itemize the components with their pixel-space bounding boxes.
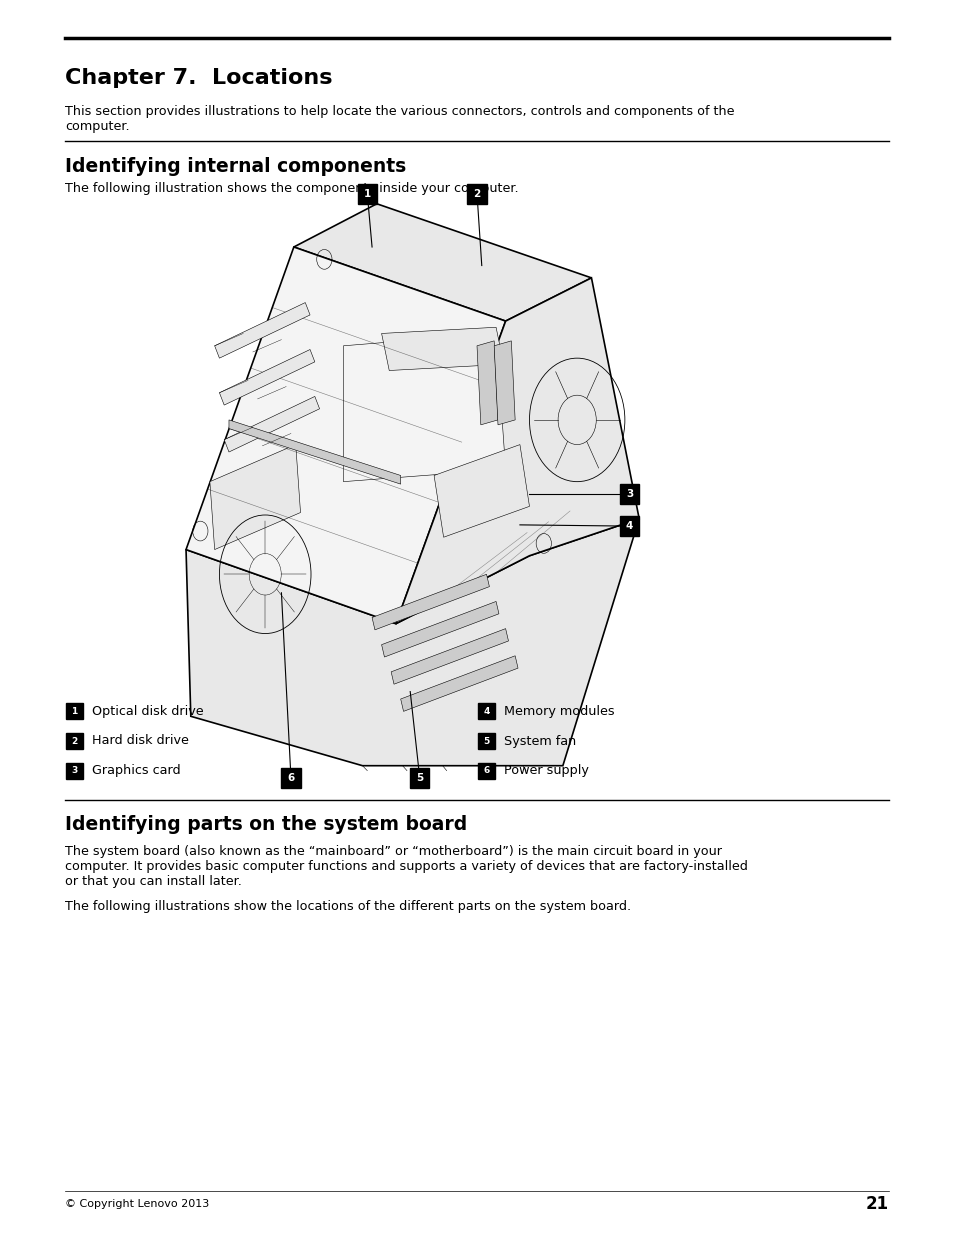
Polygon shape	[391, 629, 508, 684]
Polygon shape	[395, 278, 639, 624]
Polygon shape	[381, 601, 498, 657]
Text: © Copyright Lenovo 2013: © Copyright Lenovo 2013	[65, 1199, 209, 1209]
Text: Chapter 7.  Locations: Chapter 7. Locations	[65, 68, 332, 88]
Text: Optical disk drive: Optical disk drive	[91, 705, 204, 718]
Text: Power supply: Power supply	[503, 764, 588, 777]
Text: 5: 5	[483, 736, 489, 746]
Text: Graphics card: Graphics card	[91, 764, 180, 777]
Polygon shape	[214, 303, 310, 358]
Polygon shape	[219, 350, 314, 405]
Text: 4: 4	[483, 706, 489, 716]
Text: The system board (also known as the “mainboard” or “motherboard”) is the main ci: The system board (also known as the “mai…	[65, 845, 747, 888]
Text: 1: 1	[363, 189, 371, 199]
Bar	[478, 732, 495, 748]
Text: Identifying parts on the system board: Identifying parts on the system board	[65, 815, 467, 834]
Polygon shape	[210, 445, 300, 550]
Text: 6: 6	[287, 773, 294, 783]
Bar	[67, 704, 83, 719]
Text: 3: 3	[625, 489, 633, 499]
Bar	[357, 184, 376, 204]
Bar	[410, 768, 429, 788]
Polygon shape	[372, 574, 489, 630]
Text: 3: 3	[71, 766, 77, 776]
Bar	[619, 516, 639, 536]
Polygon shape	[400, 656, 517, 711]
Polygon shape	[494, 341, 515, 425]
Polygon shape	[229, 420, 400, 484]
Text: 5: 5	[416, 773, 423, 783]
Bar	[478, 704, 495, 719]
Polygon shape	[294, 204, 591, 321]
Text: Identifying internal components: Identifying internal components	[65, 157, 406, 175]
Bar	[281, 768, 300, 788]
Polygon shape	[476, 341, 497, 425]
Polygon shape	[434, 445, 529, 537]
Polygon shape	[186, 247, 505, 624]
Polygon shape	[224, 396, 319, 452]
Bar	[478, 763, 495, 779]
Polygon shape	[186, 519, 639, 766]
Text: Hard disk drive: Hard disk drive	[91, 735, 189, 747]
Text: 2: 2	[71, 736, 77, 746]
Text: System fan: System fan	[503, 735, 576, 747]
Text: Memory modules: Memory modules	[503, 705, 614, 718]
Bar	[67, 763, 83, 779]
Text: The following illustration shows the components inside your computer.: The following illustration shows the com…	[65, 182, 517, 195]
Text: The following illustrations show the locations of the different parts on the sys: The following illustrations show the loc…	[65, 900, 630, 914]
Text: 1: 1	[71, 706, 77, 716]
Text: 6: 6	[483, 766, 489, 776]
Text: 4: 4	[625, 521, 633, 531]
Text: 21: 21	[865, 1195, 888, 1213]
Polygon shape	[343, 333, 505, 482]
Text: This section provides illustrations to help locate the various connectors, contr: This section provides illustrations to h…	[65, 105, 734, 133]
Bar	[67, 732, 83, 748]
Text: 2: 2	[473, 189, 480, 199]
Polygon shape	[381, 327, 503, 370]
Bar	[619, 484, 639, 504]
Bar	[467, 184, 486, 204]
